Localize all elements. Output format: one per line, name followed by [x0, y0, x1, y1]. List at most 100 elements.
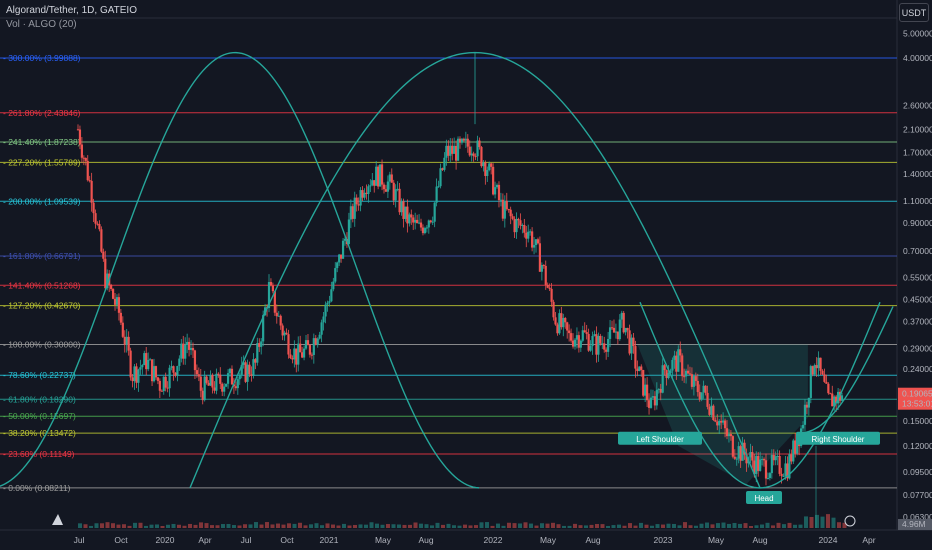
price-axis-label: 0.06300 — [903, 512, 932, 522]
volume-bar — [138, 522, 143, 528]
volume-bar — [100, 523, 104, 528]
candle-body — [628, 330, 631, 354]
candle-body — [104, 258, 107, 289]
candle-body — [493, 187, 497, 195]
candle-body — [825, 381, 828, 384]
candle-body — [369, 185, 372, 187]
fib-level-label: - 161.80% (0.66791) — [3, 251, 81, 261]
candle-body — [675, 355, 678, 372]
candle-body — [230, 368, 234, 385]
candle-body — [414, 219, 417, 223]
candle-body — [759, 459, 762, 471]
candle-body — [622, 312, 625, 333]
time-axis-label: Oct — [280, 535, 294, 545]
price-axis-label: 2.60000 — [903, 101, 932, 111]
candle-body — [661, 365, 664, 393]
volume-bar — [199, 522, 203, 528]
volume-bar — [89, 525, 93, 528]
candle-body — [205, 376, 208, 383]
fib-level-label: - 100.00% (0.30000) — [3, 340, 81, 350]
price-axis-label: 0.90000 — [903, 218, 932, 228]
candle-body — [712, 405, 715, 421]
time-axis-label: May — [540, 535, 557, 545]
volume-bar — [237, 525, 242, 528]
current-price-badge[interactable] — [898, 387, 932, 410]
candle-body — [209, 374, 212, 386]
candle-body — [632, 337, 635, 347]
candle-body — [503, 200, 506, 219]
volume-bar — [83, 524, 88, 528]
candle-body — [521, 225, 524, 227]
candle-body — [281, 325, 284, 336]
volume-bar — [628, 523, 632, 528]
replay-icon[interactable] — [844, 515, 856, 527]
volume-bar — [479, 522, 484, 528]
volume-bar — [490, 525, 495, 528]
candle-body — [542, 264, 545, 266]
volume-bar — [182, 525, 187, 528]
candle-body — [821, 370, 824, 375]
candle-body — [178, 358, 181, 367]
candle-body — [119, 312, 122, 323]
candle-body — [88, 180, 91, 182]
candle-body — [285, 332, 288, 335]
candle-body — [277, 315, 280, 317]
fib-level-label: - 38.20% (0.13472) — [3, 428, 76, 438]
volume-indicator-label[interactable]: Vol · ALGO (20) — [6, 19, 77, 30]
candle-body — [626, 327, 629, 331]
candle-body — [577, 335, 580, 348]
candle-body — [472, 153, 475, 157]
candle-body — [536, 239, 540, 244]
volume-bar — [655, 524, 660, 528]
candle-body — [435, 186, 438, 203]
candle-body — [170, 366, 173, 368]
right-shoulder-curve — [799, 306, 894, 434]
volume-bar — [474, 525, 478, 528]
candle-body — [394, 189, 397, 201]
candle-body — [684, 370, 688, 377]
candle-body — [589, 346, 592, 351]
candle-body — [835, 396, 838, 404]
volume-bar — [496, 523, 500, 528]
candle-body — [304, 340, 308, 349]
candle-body — [566, 322, 569, 331]
candle-body — [649, 397, 653, 408]
candle-body — [458, 138, 462, 143]
volume-bar — [589, 524, 594, 528]
volume-bar — [798, 524, 803, 528]
volume-bar — [386, 524, 390, 528]
candle-body — [671, 359, 674, 371]
candle-body — [152, 366, 156, 382]
candle-body — [297, 343, 300, 365]
volume-bar — [705, 522, 709, 528]
candle-body — [168, 367, 171, 389]
time-axis-label: May — [375, 535, 392, 545]
candle-body — [753, 460, 756, 475]
candle-body — [164, 376, 167, 388]
candle-body — [525, 232, 528, 239]
candle-body — [659, 388, 662, 393]
volume-bar — [567, 525, 572, 528]
volume-bar — [622, 525, 627, 528]
candle-body — [595, 334, 598, 355]
volume-bar — [325, 523, 330, 528]
volume-bar — [133, 522, 137, 528]
candle-body — [573, 339, 577, 347]
candle-body — [679, 349, 682, 356]
candle-body — [322, 316, 325, 323]
candle-body — [840, 395, 844, 401]
volume-bar — [809, 516, 814, 528]
candle-body — [704, 385, 707, 393]
pattern-label: Head — [754, 494, 773, 503]
volume-bar — [611, 525, 616, 528]
volume-bar — [177, 524, 181, 528]
currency-button[interactable]: USDT — [899, 3, 929, 22]
candle-body — [262, 315, 265, 342]
pattern-label-bg — [796, 431, 880, 445]
pattern-label: Left Shoulder — [636, 435, 684, 444]
symbol-title[interactable]: Algorand/Tether, 1D, GATEIO — [6, 5, 137, 16]
volume-bar — [754, 525, 759, 528]
candle-body — [455, 145, 458, 161]
candle-body — [741, 442, 744, 461]
